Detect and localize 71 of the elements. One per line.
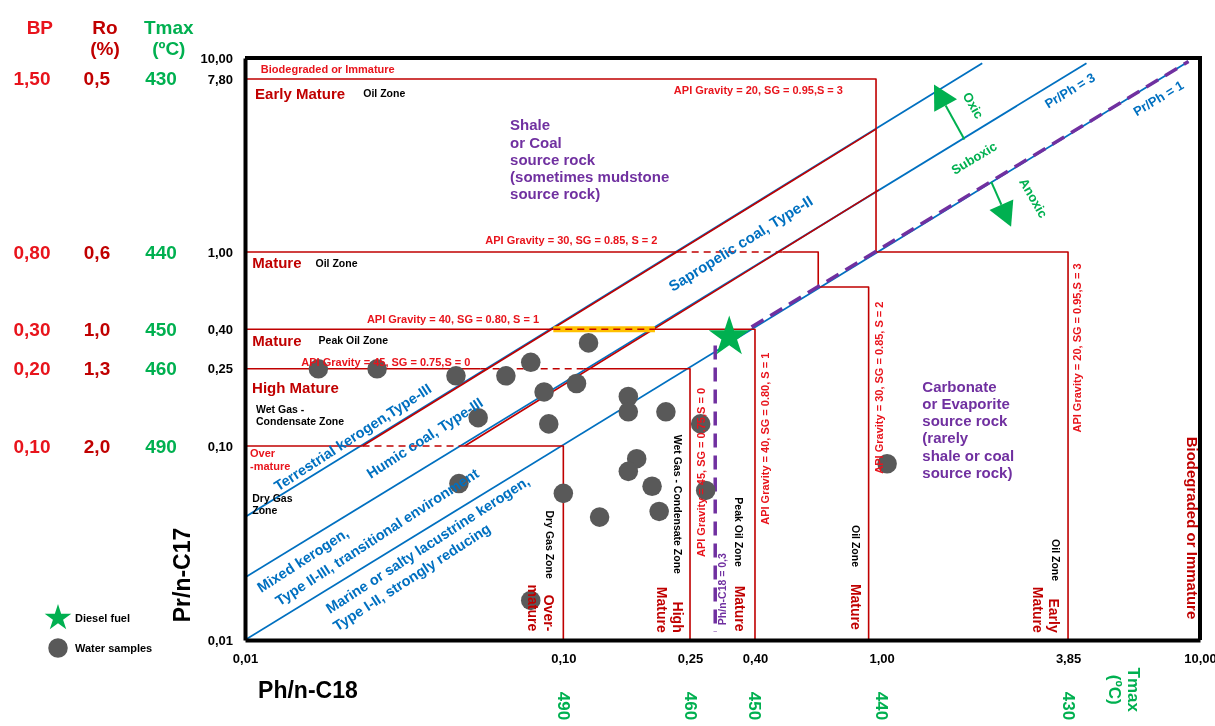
text: 0,6 [83,241,111,263]
annotation: Wet Gas - Condensate Zone [672,434,685,575]
annotation: API Gravity = 20, SG = 0.95,S = 3 [1070,263,1083,433]
text: 0,10 [13,435,51,457]
annotation: API Gravity = 30, SG = 0.85, S = 2 [872,301,885,474]
annotation: Mature [252,331,302,349]
y-tick-label: 0,01 [207,632,233,648]
text: 0,30 [13,318,51,340]
x-tick-label: 0,40 [742,651,769,667]
annotation: Biodegraded or Immature [260,62,395,75]
text: 460 [680,691,700,721]
annotation: Over- mature [524,584,557,632]
y-tick-label: 0,25 [207,361,233,377]
annotation: Biodegraded or Immature [1184,436,1202,620]
annotation: Carbonate or Evaporite source rock (rarely shale or coal source rock) [922,377,1015,481]
text: Tmax (ºC) [143,16,195,60]
legend-label: Diesel fuel [75,611,131,624]
x-axis-title: Ph/n-C18 [258,677,358,703]
annotation: API Gravity = 40, SG = 0.80, S = 1 [758,352,771,525]
text: 0,5 [83,68,111,90]
text: Tmax (ºC) [1104,667,1144,713]
annotation: Mature [252,254,302,272]
y-tick-label: 0,40 [207,321,233,337]
annotation: Shale or Coal source rock (sometimes mudstone source rock) [510,116,670,203]
annotation: API Gravity = 30, SG = 0.85, S = 2 [485,234,658,247]
text: 430 [145,68,177,90]
annotation: Mature [847,583,864,631]
text: 1,3 [83,358,111,380]
text: 1,50 [13,68,51,90]
text: 450 [145,318,177,340]
y-axis-title: Pr/n-C17 [169,527,195,623]
text: 450 [745,691,765,721]
annotation: Early Mature [255,84,346,102]
annotation: Early Mature [1030,586,1063,633]
text: 0,20 [13,358,51,380]
text: 490 [553,691,573,721]
text: 440 [872,691,892,721]
y-tick-label: 1,00 [207,244,233,260]
x-tick-label: 1,00 [869,651,895,667]
annotation: Peak Oil Zone [733,497,746,567]
annotation: Oil Zone [849,524,862,568]
annotation: High Mature [653,586,686,633]
y-tick-label: 10,00 [200,50,233,66]
x-tick-label: 3,85 [1055,651,1082,667]
text: 430 [1058,691,1078,721]
annotation: Mature [732,585,749,632]
text: Ro (%) [90,16,120,60]
text: 490 [145,435,177,457]
annotation: Oil Zone [363,87,406,100]
text: 440 [145,241,177,263]
text: 2,0 [83,435,111,457]
y-tick-label: 7,80 [207,71,233,87]
text: 460 [145,358,177,380]
annotation: API Gravity = 20, SG = 0.95,S = 3 [673,84,843,97]
annotation: Ph/n-C18 = 0,3 [715,552,728,626]
x-tick-label: 0,01 [232,651,259,667]
annotation: API Gravity = 45, SG = 0.75,S = 0 [694,387,707,558]
annotation: Oil Zone [1050,539,1063,582]
text: 1,0 [83,318,111,340]
annotation: Pr/Ph = 1 [1130,77,1187,120]
legend-label: Water samples [75,641,153,654]
annotation: Pr/Ph = 3 [1041,69,1098,112]
annotation: Peak Oil Zone [318,334,389,347]
x-tick-label: 0,25 [677,651,704,667]
x-tick-label: 0,10 [551,651,577,667]
y-tick-label: 0,10 [207,438,233,454]
annotation: Oil Zone [315,256,358,269]
annotation: Dry Gas Zone [544,510,557,579]
text: BP [26,16,54,38]
annotation: API Gravity = 40, SG = 0.80, S = 1 [366,313,540,326]
text: 0,80 [13,241,51,263]
